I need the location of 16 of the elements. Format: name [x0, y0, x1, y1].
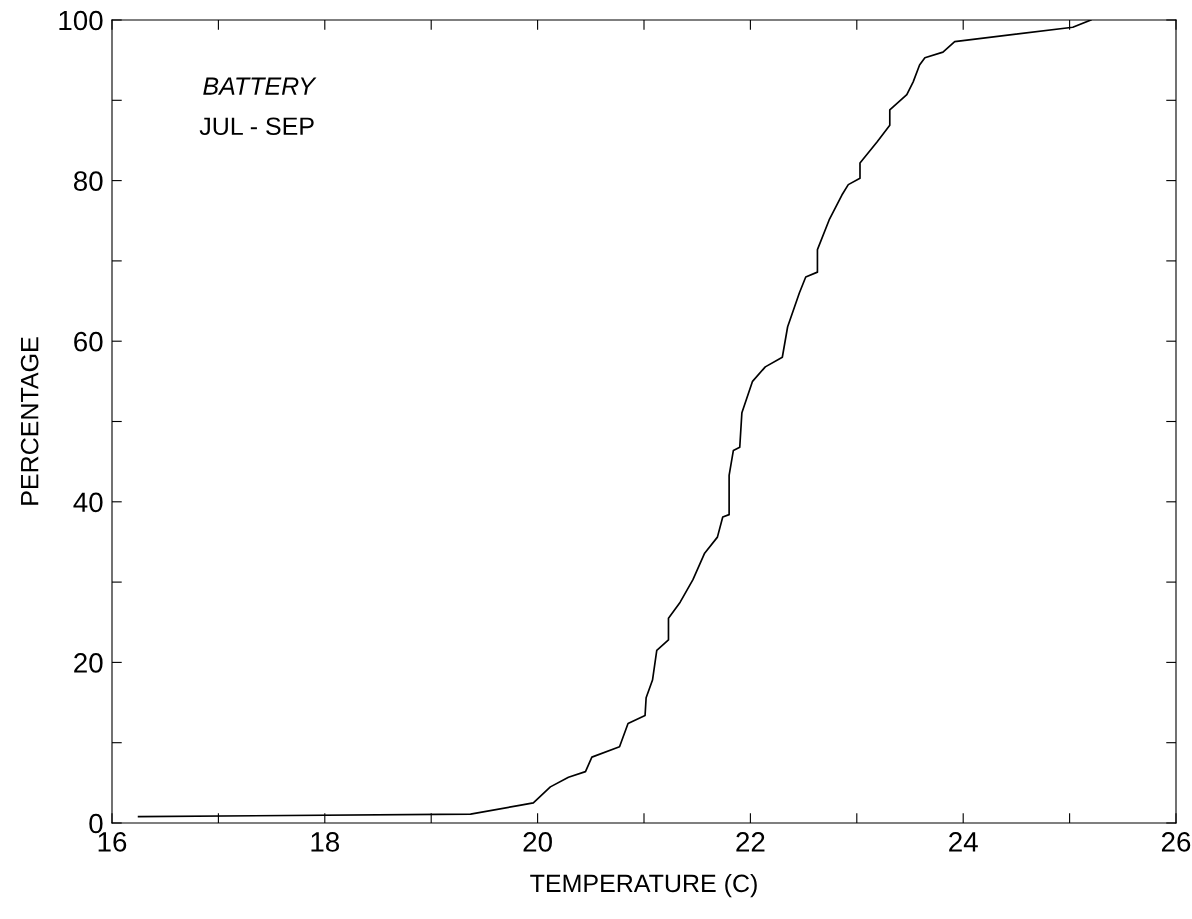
x-tick-label: 24 — [949, 832, 978, 852]
y-tick-label: 40 — [73, 492, 103, 513]
y-tick-label: 0 — [89, 813, 103, 834]
x-tick-label: 26 — [1161, 832, 1191, 852]
x-axis-title: TEMPERATURE (C) — [530, 873, 757, 898]
annotation: BATTERY — [203, 77, 317, 95]
y-tick-label: 20 — [74, 653, 103, 673]
x-tick-label: 22 — [736, 832, 765, 852]
annotation: JUL - SEP — [199, 117, 314, 136]
x-tick-label: 20 — [523, 832, 552, 852]
x-tick-label: 18 — [311, 832, 340, 852]
y-tick-label: 60 — [74, 331, 103, 352]
y-tick-label: 80 — [73, 171, 103, 191]
y-axis-title: PERCENTAGE — [20, 337, 39, 505]
y-tick-label: 100 — [59, 10, 103, 31]
x-tick-label: 16 — [98, 832, 127, 852]
